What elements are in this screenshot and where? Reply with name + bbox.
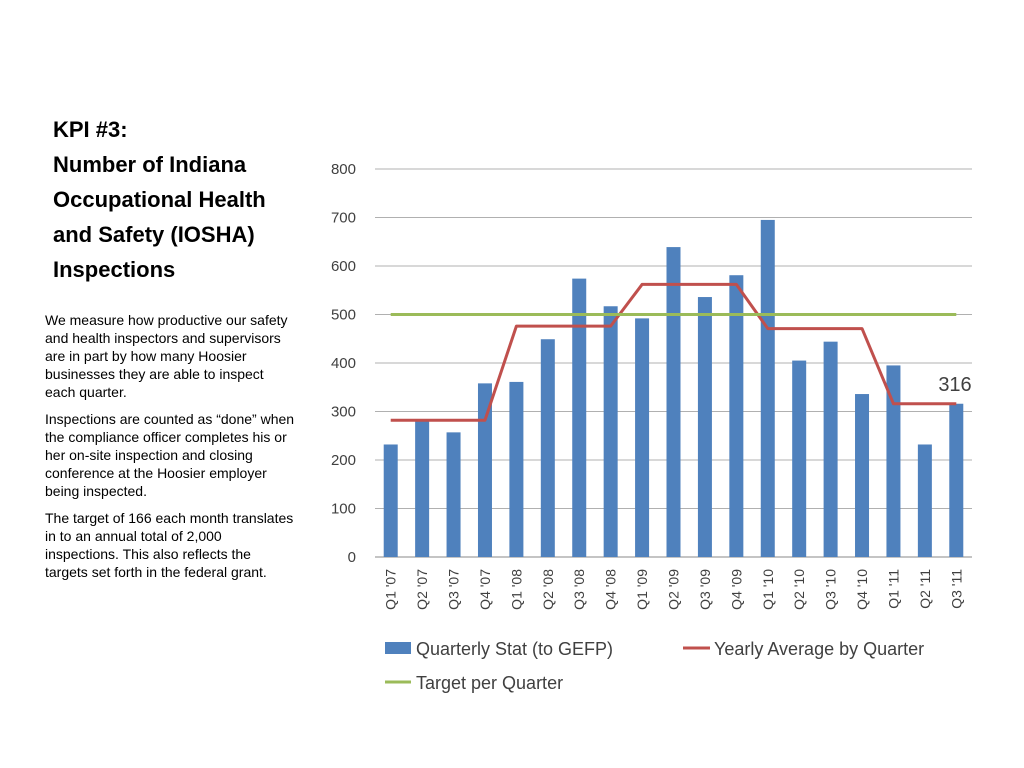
y-tick-label: 700 — [331, 210, 356, 227]
bar — [446, 432, 461, 557]
x-tick-label: Q3 '09 — [697, 569, 713, 610]
bar — [383, 444, 398, 557]
y-axis-ticks: 0 100 200 300 400 500 600 700 800 — [331, 161, 356, 566]
bar — [855, 394, 870, 557]
y-tick-label: 400 — [331, 355, 356, 372]
bar — [823, 341, 838, 557]
bar — [886, 365, 901, 557]
y-tick-label: 300 — [331, 404, 356, 421]
value-annotation: 316 — [938, 374, 971, 396]
slide-title: KPI #3: Number of Indiana Occupational H… — [53, 112, 313, 287]
bar — [635, 318, 650, 557]
bar — [760, 219, 775, 558]
paragraph-done-definition: Inspections are counted as “done” when t… — [45, 411, 295, 499]
y-tick-label: 600 — [331, 258, 356, 275]
title-line: Occupational Health — [53, 187, 266, 212]
bar — [666, 247, 681, 557]
y-tick-label: 500 — [331, 307, 356, 324]
y-tick-label: 0 — [348, 549, 356, 566]
bar — [603, 306, 618, 557]
x-axis-ticks: Q1 '07 Q2 '07 Q3 '07 Q4 '07 Q1 '08 Q2 '08 Q3 '… — [383, 569, 965, 610]
x-tick-label: Q2 '10 — [791, 569, 807, 610]
x-tick-label: Q3 '10 — [823, 569, 839, 610]
bar — [729, 275, 744, 557]
series-line — [390, 282, 957, 422]
x-tick-label: Q3 '08 — [571, 569, 587, 610]
x-tick-label: Q4 '10 — [854, 569, 870, 610]
x-tick-label: Q4 '09 — [728, 569, 744, 610]
x-tick-label: Q2 '11 — [917, 569, 933, 609]
paragraph-productivity: We measure how productive our safety and… — [45, 312, 288, 400]
x-tick-label: Q4 '08 — [603, 569, 619, 610]
bar — [509, 381, 524, 557]
x-tick-label: Q1 '07 — [383, 569, 399, 610]
bar — [477, 383, 492, 557]
line-series — [390, 282, 957, 422]
bar — [917, 444, 932, 557]
x-tick-label: Q1 '10 — [760, 569, 776, 610]
y-tick-label: 200 — [331, 452, 356, 469]
legend-swatch-bar — [385, 642, 411, 654]
legend-label: Target per Quarter — [416, 673, 563, 693]
x-tick-label: Q2 '08 — [540, 569, 556, 610]
bar — [415, 421, 430, 557]
x-tick-label: Q3 '07 — [446, 569, 462, 610]
bar — [792, 360, 807, 557]
bar — [949, 403, 964, 557]
title-line: Number of Indiana — [53, 152, 247, 177]
x-tick-label: Q4 '07 — [477, 569, 493, 610]
legend: Quarterly Stat (to GEFP) Yearly Average b… — [385, 639, 924, 693]
x-tick-label: Q1 '08 — [508, 569, 524, 610]
legend-label: Yearly Average by Quarter — [714, 639, 924, 659]
title-line: Inspections — [53, 257, 176, 282]
bar — [572, 278, 587, 557]
x-tick-label: Q3 '11 — [948, 569, 964, 609]
y-tick-label: 100 — [331, 501, 356, 518]
x-tick-label: Q2 '07 — [414, 569, 430, 610]
y-tick-label: 800 — [331, 161, 356, 178]
title-line: and Safety (IOSHA) — [53, 222, 255, 247]
title-line: KPI #3: — [53, 117, 128, 142]
bar — [697, 297, 712, 557]
legend-label: Quarterly Stat (to GEFP) — [416, 639, 613, 659]
bar-series — [383, 219, 964, 558]
description-text: We measure how productive our safety and… — [45, 311, 295, 590]
x-tick-label: Q1 '11 — [885, 569, 901, 609]
paragraph-target: The target of 166 each month translates … — [45, 510, 294, 580]
bar — [540, 339, 555, 557]
x-tick-label: Q1 '09 — [634, 569, 650, 610]
x-tick-label: Q2 '09 — [666, 569, 682, 610]
